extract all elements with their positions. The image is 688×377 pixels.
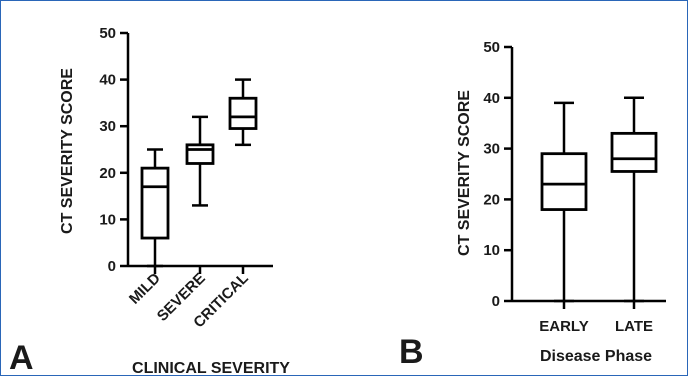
y-tick-label: 20 <box>483 191 500 208</box>
y-tick-label: 30 <box>99 118 116 135</box>
chart-panel-b: 0 10 20 30 40 50 EARLY LATE CT SEVERITY SCORE Dis… <box>399 39 666 371</box>
y-tick-label: 10 <box>99 211 116 228</box>
box-iqr <box>610 131 658 173</box>
y-tick-label: 0 <box>108 258 116 275</box>
x-axis-title: CLINICAL SEVERITY <box>132 360 290 377</box>
y-tick-label: 40 <box>99 72 116 89</box>
panel-label: B <box>399 333 424 371</box>
panel-label: A <box>9 339 34 377</box>
box-iqr <box>140 166 170 240</box>
y-tick-label: 50 <box>483 39 500 56</box>
y-tick-label: 20 <box>99 165 116 182</box>
box-iqr <box>540 152 588 211</box>
y-tick-label: 50 <box>99 25 116 42</box>
x-tick-label: EARLY <box>539 318 588 335</box>
y-tick-label: 30 <box>483 141 500 158</box>
y-tick-label: 40 <box>483 90 500 107</box>
y-tick-label: 0 <box>492 293 500 310</box>
y-axis-title: CT SEVERITY SCORE <box>59 68 76 234</box>
x-axis-title: Disease Phase <box>540 348 652 365</box>
box-iqr <box>228 96 258 130</box>
x-tick-label: LATE <box>615 318 653 335</box>
y-tick-label: 10 <box>483 242 500 259</box>
x-tick-label: MILD <box>126 270 164 308</box>
y-axis-title: CT SEVERITY SCORE <box>456 90 473 256</box>
box-iqr <box>185 143 215 165</box>
